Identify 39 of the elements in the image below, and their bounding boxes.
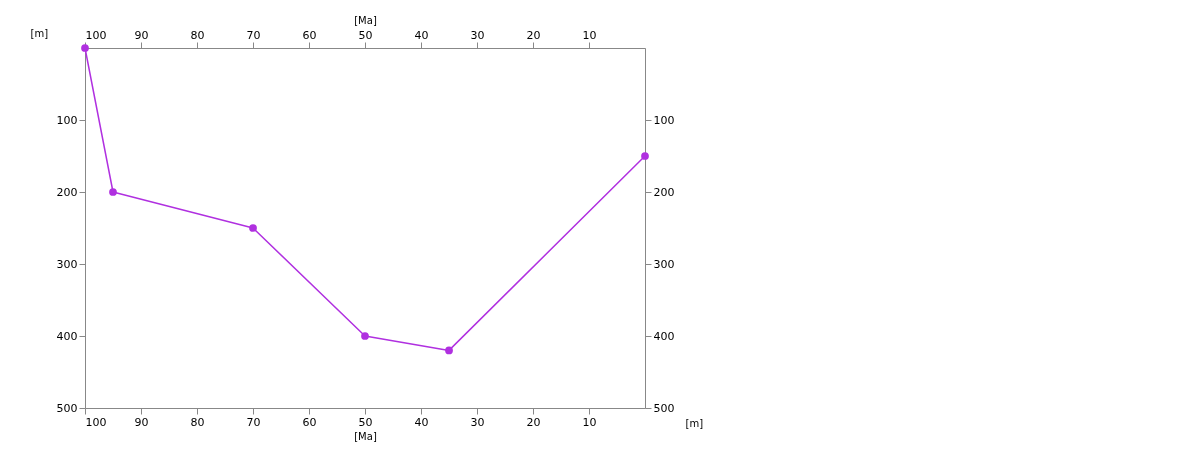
x2-tick-label: 30 bbox=[470, 28, 485, 42]
y-tick-label: 500 bbox=[56, 401, 78, 415]
x-tick-label: 80 bbox=[190, 415, 205, 429]
x-tick-label: 30 bbox=[470, 415, 485, 429]
y-tick-label: 200 bbox=[56, 185, 78, 199]
y-tick-label: 300 bbox=[56, 257, 78, 271]
y2-tick-label: 200 bbox=[653, 185, 675, 199]
point bbox=[361, 332, 369, 340]
x-tick-label: 100 bbox=[85, 415, 107, 429]
x2-tick-label: 90 bbox=[134, 28, 149, 42]
x2-tick-label: 60 bbox=[302, 28, 317, 42]
point bbox=[249, 224, 257, 232]
x-axis-title: [Ma] bbox=[354, 430, 377, 442]
x2-tick-label: 50 bbox=[358, 28, 373, 42]
x2-axis-title: [Ma] bbox=[354, 14, 377, 26]
x-tick-label: 10 bbox=[582, 415, 597, 429]
x2-tick-label: 70 bbox=[246, 28, 261, 42]
x-tick-label: 40 bbox=[414, 415, 429, 429]
x2-tick-label: 10 bbox=[582, 28, 597, 42]
x-tick-label: 50 bbox=[358, 415, 373, 429]
x2-tick-label: 40 bbox=[414, 28, 429, 42]
x2-tick-label: 20 bbox=[526, 28, 541, 42]
x-tick-label: 90 bbox=[134, 415, 149, 429]
y-axis-title: [m] bbox=[30, 27, 49, 39]
x-tick-label: 60 bbox=[302, 415, 317, 429]
x-tick-label: 70 bbox=[246, 415, 261, 429]
point bbox=[445, 346, 453, 355]
y2-tick-label: 100 bbox=[653, 113, 675, 127]
x-tick-label: 20 bbox=[526, 415, 541, 429]
point bbox=[641, 152, 649, 160]
y2-tick-label: 400 bbox=[653, 329, 675, 343]
point bbox=[109, 188, 117, 196]
y2-axis-title: [m] bbox=[685, 417, 704, 429]
y-tick-label: 100 bbox=[56, 113, 78, 127]
y-tick-label: 400 bbox=[56, 329, 78, 343]
x2-tick-label: 100 bbox=[85, 28, 107, 42]
x2-tick-label: 80 bbox=[190, 28, 205, 42]
y2-tick-label: 300 bbox=[653, 257, 675, 271]
y2-tick-label: 500 bbox=[653, 401, 675, 415]
